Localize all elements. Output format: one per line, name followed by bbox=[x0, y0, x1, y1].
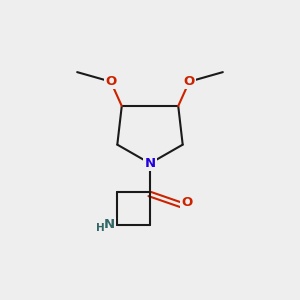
Text: O: O bbox=[105, 75, 116, 88]
Text: N: N bbox=[104, 218, 115, 231]
Text: H: H bbox=[96, 223, 105, 233]
Text: N: N bbox=[144, 157, 156, 170]
Text: O: O bbox=[181, 196, 193, 209]
Text: O: O bbox=[184, 75, 195, 88]
